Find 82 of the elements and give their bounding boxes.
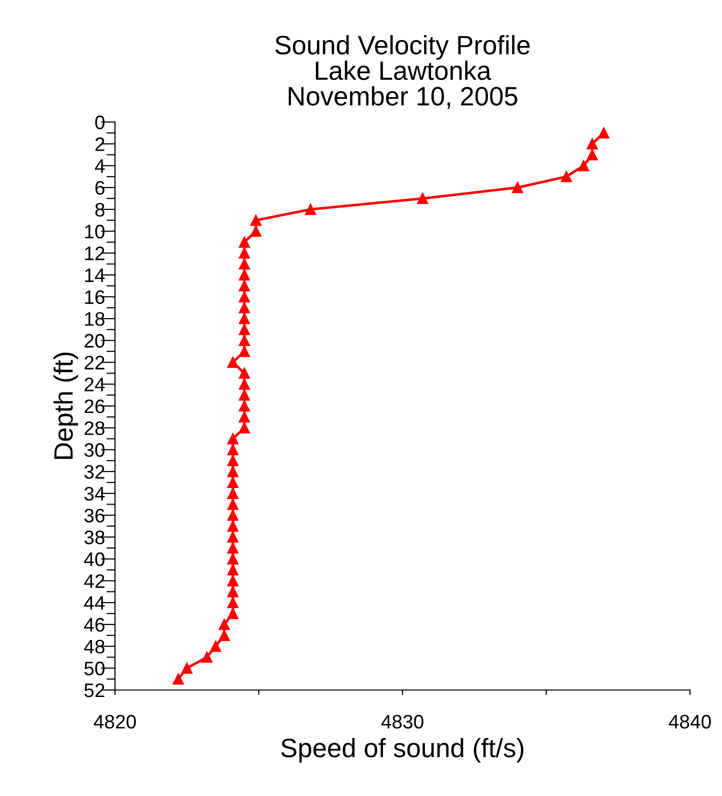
point (238, 302, 250, 314)
point (227, 586, 238, 598)
point (250, 214, 262, 226)
point (238, 368, 250, 379)
point (227, 520, 238, 532)
point (238, 378, 250, 390)
x-axis-title: Speed of sound (ft/s) (281, 738, 524, 763)
point (578, 160, 590, 172)
y-tick-label: 22 (84, 356, 104, 370)
point (238, 291, 250, 302)
y-tick-label: 52 (84, 683, 104, 698)
point (238, 411, 250, 422)
y-tick-label: 44 (84, 596, 105, 610)
point (250, 226, 262, 237)
point (227, 476, 238, 488)
point (181, 662, 192, 674)
point (238, 324, 250, 336)
y-tick-label: 12 (85, 246, 104, 260)
point (227, 542, 238, 554)
y-tick-label: 26 (84, 399, 104, 414)
x-tick-label: 4830 (381, 714, 424, 729)
y-tick-label: 42 (84, 574, 104, 588)
y-tick-label: 30 (84, 443, 105, 457)
x-tick-label: 4840 (668, 714, 711, 729)
y-tick-label: 48 (84, 640, 104, 654)
point (304, 204, 316, 215)
y-tick-label: 14 (85, 268, 105, 282)
x-tick-label: 4820 (94, 714, 136, 729)
y-tick-label: 20 (84, 334, 105, 348)
point (227, 433, 238, 444)
y-tick-label: 50 (84, 662, 105, 676)
y-tick-label: 2 (95, 137, 104, 151)
point (512, 182, 524, 194)
point (227, 608, 238, 620)
point (227, 553, 238, 564)
y-tick-label: 38 (84, 530, 104, 544)
y-tick-label: 32 (84, 465, 104, 479)
point (227, 466, 238, 478)
point (586, 138, 598, 150)
y-tick-label: 40 (84, 552, 105, 566)
point (172, 674, 184, 685)
point (238, 248, 250, 259)
point (238, 400, 250, 412)
y-axis-title: Depth (ft) (53, 352, 78, 459)
y-tick-label: 0 (95, 115, 105, 130)
point (238, 313, 250, 324)
point (227, 575, 238, 586)
y-tick-label: 16 (85, 290, 104, 304)
y-tick-label: 34 (84, 486, 105, 501)
point (238, 422, 250, 434)
y-tick-label: 10 (85, 224, 105, 238)
point (417, 192, 428, 204)
y-tick-label: 8 (95, 202, 104, 217)
point (227, 444, 238, 456)
y-tick-label: 18 (85, 312, 104, 326)
point (227, 597, 238, 608)
point (201, 652, 213, 663)
point (227, 356, 238, 368)
y-tick-label: 24 (84, 378, 105, 392)
y-tick-label: 36 (84, 508, 104, 522)
y-tick-label: 28 (84, 421, 104, 436)
point (238, 258, 250, 270)
point (227, 498, 238, 510)
y-tick-label: 46 (84, 618, 104, 632)
point (227, 510, 238, 521)
point (227, 532, 238, 543)
point (218, 618, 230, 630)
point (238, 334, 250, 346)
point (238, 390, 250, 401)
point (238, 236, 250, 248)
point (560, 171, 572, 182)
point (238, 269, 250, 280)
point (210, 640, 222, 652)
point (227, 488, 238, 499)
point (598, 127, 610, 138)
point (238, 280, 250, 292)
chart-title: Sound Velocity Profile Lake Lawtonka November 10, 2005 (275, 35, 530, 109)
y-tick-label: 6 (95, 181, 104, 195)
y-tick-label: 4 (94, 159, 105, 173)
point (238, 346, 250, 357)
point (227, 455, 238, 466)
point (227, 564, 238, 576)
